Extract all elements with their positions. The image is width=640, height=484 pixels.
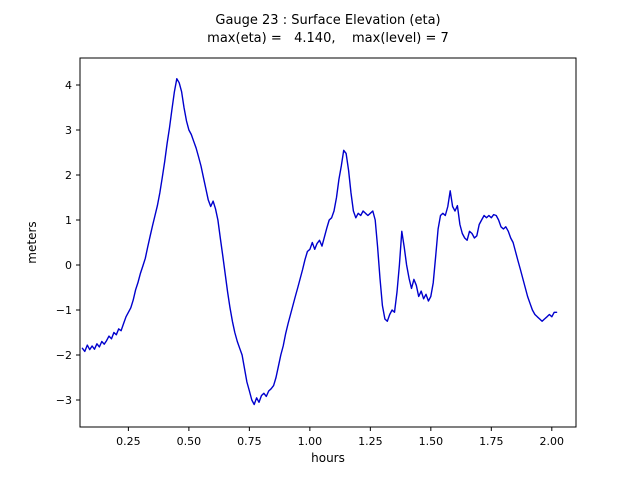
x-tick-label: 1.75 — [479, 435, 504, 448]
x-tick-label: 1.00 — [298, 435, 323, 448]
y-tick-label: −3 — [56, 394, 72, 407]
y-tick-label: 3 — [65, 124, 72, 137]
y-tick-label: −1 — [56, 304, 72, 317]
x-tick-label: 1.25 — [358, 435, 383, 448]
chart-title: Gauge 23 : Surface Elevation (eta) — [215, 13, 441, 28]
plot-frame — [79, 57, 577, 428]
x-axis-label: hours — [311, 451, 345, 465]
chart-subtitle: max(eta) = 4.140, max(level) = 7 — [207, 31, 449, 46]
y-tick-label: 1 — [65, 214, 72, 227]
x-tick-label: 0.50 — [177, 435, 202, 448]
y-tick-label: −2 — [56, 349, 72, 362]
y-tick-label: 4 — [65, 79, 72, 92]
y-tick-label: 2 — [65, 169, 72, 182]
x-tick-label: 2.00 — [540, 435, 565, 448]
x-tick-label: 0.75 — [237, 435, 262, 448]
x-tick-label: 0.25 — [116, 435, 141, 448]
x-tick-label: 1.50 — [419, 435, 444, 448]
y-axis-label: meters — [25, 221, 39, 263]
eta-line — [81, 78, 558, 406]
y-tick-label: 0 — [65, 259, 72, 272]
